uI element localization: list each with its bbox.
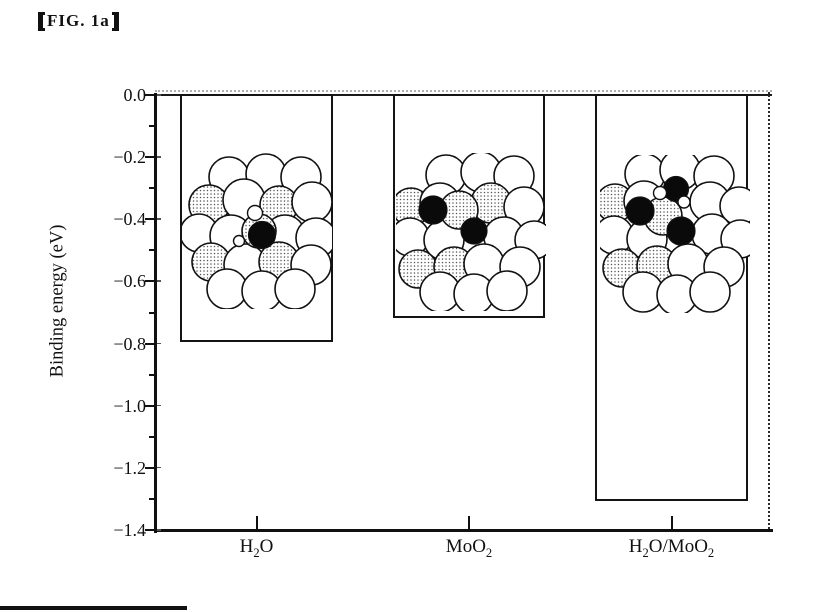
y-inner-tick [157, 156, 161, 158]
plot-right-border [768, 92, 770, 532]
y-inner-tick [157, 342, 161, 345]
figure-label-text: FIG. 1a [47, 11, 110, 30]
y-major-tick [145, 280, 155, 283]
left-lenticular-bracket-icon [38, 11, 45, 31]
y-minor-tick [149, 311, 155, 314]
y-major-tick [145, 342, 155, 345]
molecule-illustration-h2o-moo2 [600, 155, 750, 313]
y-minor-tick [149, 187, 155, 190]
y-inner-tick [157, 466, 161, 469]
y-major-tick [145, 404, 155, 407]
y-major-tick [145, 94, 155, 96]
y-minor-tick [149, 373, 155, 376]
x-tick [670, 516, 673, 529]
y-minor-tick [149, 497, 155, 500]
y-tick-label: −0.6 [113, 271, 146, 292]
plot-top-halo [155, 90, 772, 92]
x-tick-label: MoO2 [445, 536, 493, 560]
y-major-tick [145, 466, 155, 469]
x-tick [255, 516, 258, 529]
y-minor-tick [149, 249, 155, 252]
y-major-tick [145, 529, 155, 531]
y-minor-tick [149, 125, 155, 128]
y-minor-tick [149, 435, 155, 438]
y-major-tick [145, 156, 155, 159]
y-inner-tick [157, 404, 161, 407]
y-inner-tick [157, 94, 161, 96]
y-tick-label: −0.2 [113, 147, 146, 168]
y-tick-label: −1.4 [113, 520, 146, 540]
y-major-tick [145, 218, 155, 221]
x-tick-label: H2O/MoO2 [628, 536, 715, 560]
y-inner-tick [157, 280, 161, 282]
molecule-illustration-h2o [182, 153, 332, 309]
y-tick-label: 0.0 [123, 85, 147, 105]
footer-rule [0, 606, 187, 610]
x-axis [154, 529, 773, 532]
figure-label: FIG. 1a [38, 11, 119, 31]
y-tick-label: −1.2 [113, 457, 146, 478]
x-tick-label: H2O [239, 536, 274, 560]
y-tick-label: −1.0 [113, 395, 146, 416]
y-inner-tick [157, 529, 161, 531]
y-tick-label: −0.8 [113, 333, 146, 354]
y-axis [154, 93, 157, 533]
molecule-illustration-moo2 [396, 153, 546, 311]
right-lenticular-bracket-icon [111, 11, 119, 31]
x-tick [468, 516, 470, 529]
y-inner-tick [157, 218, 161, 220]
y-tick-label: −0.4 [113, 209, 146, 230]
